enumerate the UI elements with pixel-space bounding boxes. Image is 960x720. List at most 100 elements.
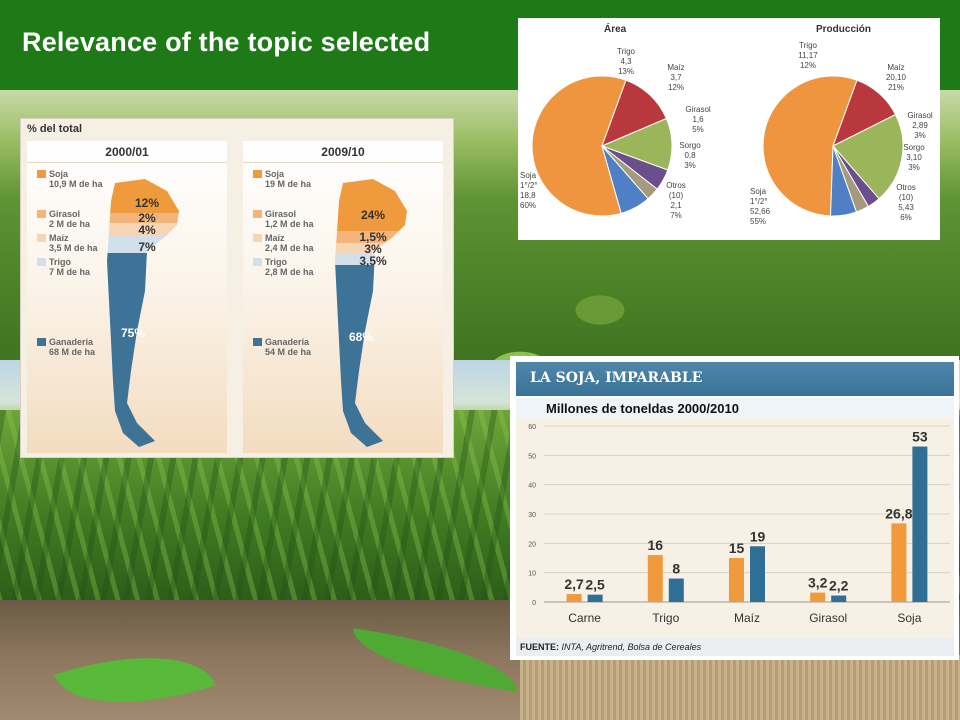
pie-label: Trigo 4,3 13%: [617, 47, 635, 76]
x-category-label: Maíz: [734, 611, 760, 625]
bar-carne-2010: [587, 594, 603, 602]
map-year-label: 2000/01: [27, 141, 227, 163]
bar-data-label: 2,7: [564, 576, 584, 592]
map-region-soja: [335, 179, 407, 231]
y-tick-label: 10: [528, 571, 536, 578]
bar-chart-panel: LA SOJA, IMPARABLE Millones de toneldas …: [510, 356, 959, 660]
x-category-label: Girasol: [809, 611, 847, 625]
map-pct-label: 3%: [364, 242, 382, 256]
bar-data-label: 2,2: [829, 578, 849, 594]
bar-maíz-2010: [750, 546, 765, 602]
source-label: FUENTE:: [520, 642, 559, 652]
argentina-map-2009: 24% 1,5% 3% 3,5% 68%: [335, 179, 407, 447]
bar-data-label: 16: [648, 537, 664, 553]
bar-data-label: 2,5: [585, 577, 605, 593]
pie-label: Soja 1°/2° 52,66 55%: [750, 187, 771, 226]
map-year-label: 2009/10: [243, 141, 443, 163]
legend-swatch: [37, 210, 46, 218]
map-pct-label: 7%: [138, 240, 156, 254]
wheat-stubble-photo: [520, 655, 960, 720]
y-tick-label: 30: [528, 512, 536, 519]
map-region-ganaderia: [335, 265, 407, 447]
legend-text: Soja 19 M de ha: [265, 169, 312, 189]
bar-trigo-2000: [647, 555, 663, 602]
bar-trigo-2010: [668, 578, 684, 602]
legend-swatch: [253, 170, 262, 178]
map-pct-label: 12%: [135, 196, 159, 210]
x-category-label: Soja: [897, 611, 921, 625]
map-pct-label: 4%: [138, 223, 156, 237]
pie-slice-maíz: [832, 113, 904, 200]
legend-swatch: [37, 258, 46, 266]
pie-label: Otros (10) 2,1 7%: [666, 181, 686, 220]
source-strip: [516, 638, 954, 656]
legend-text: Trigo 2,8 M de ha: [265, 257, 314, 277]
y-tick-label: 0: [532, 600, 536, 607]
pie-label: Girasol 2,89 3%: [907, 111, 933, 140]
pie-slice-otros: [829, 145, 858, 217]
legend-text: Maíz 2,4 M de ha: [265, 233, 314, 253]
map-region-girasol: [107, 213, 179, 223]
map-pct-label: 75%: [121, 326, 145, 340]
map-region-maiz: [107, 223, 179, 235]
bar-chart-header: LA SOJA, IMPARABLE: [516, 362, 954, 396]
bar-chart-header-text: LA SOJA, IMPARABLE: [530, 370, 703, 386]
legend-swatch: [253, 338, 262, 346]
x-category-label: Carne: [568, 611, 601, 625]
argentina-map-2000: 12% 2% 4% 7% 75%: [107, 179, 179, 447]
pie-slice-soja: [531, 75, 627, 217]
bar-chart-source: FUENTE: INTA, Agritrend, Bolsa de Cereal…: [520, 642, 701, 652]
legend-text: Maíz 3,5 M de ha: [49, 233, 98, 253]
pie-label: Maíz 20,10 21%: [886, 63, 907, 92]
map-pct-label: 3,5%: [359, 254, 387, 268]
map-pct-label: 24%: [361, 208, 385, 222]
title-bar-edge: [943, 0, 960, 90]
pie-label: Sorgo 3,10 3%: [903, 143, 925, 172]
y-tick-label: 50: [528, 453, 536, 460]
map-pct-label: 68%: [349, 330, 373, 344]
pie-label: Otros (10) 5,43 6%: [896, 183, 916, 222]
map-region-ganaderia: [107, 253, 179, 447]
pie-slice-trigo: [601, 79, 668, 147]
legend-swatch: [253, 234, 262, 242]
map-region-girasol: [335, 231, 407, 243]
bar-data-label: 8: [672, 561, 680, 577]
x-category-label: Trigo: [652, 611, 679, 625]
bar-data-label: 53: [912, 429, 928, 445]
legend-swatch: [37, 170, 46, 178]
bar-chart: 0 10 20 30 40 50 60 Carne 2,7 2,5 Trigo 16 8 Maíz 15 19…: [528, 424, 950, 625]
legend-swatch: [253, 258, 262, 266]
bar-data-label: 3,2: [808, 575, 828, 591]
legend-text: Soja 10,9 M de ha: [49, 169, 103, 189]
map-header: % del total: [27, 123, 83, 135]
map-column-2009: 2009/10 Soja 19 M de ha Girasol 1,2 M de ha…: [243, 141, 443, 453]
pie-charts-panel: Área Soja 1°/2° 18,8 60% Trigo 4,3 13% Maíz 3,7 12…: [518, 18, 940, 240]
bar-soja-2000: [891, 523, 907, 602]
legend-swatch: [37, 338, 46, 346]
legend-swatch: [253, 210, 262, 218]
bar-girasol-2000: [810, 592, 826, 602]
source-text: INTA, Agritrend, Bolsa de Cereales: [561, 642, 702, 652]
pie-title: Producción: [816, 24, 871, 35]
legend-text: Girasol 2 M de ha: [49, 209, 91, 229]
pie-slice-otros: [601, 145, 649, 214]
bar-data-label: 26,8: [885, 505, 912, 521]
legend-text: Ganadería 68 M de ha: [49, 337, 96, 357]
legend-swatch: [37, 234, 46, 242]
pie-title: Área: [604, 22, 627, 35]
bar-data-label: 19: [750, 528, 766, 544]
pie-slice-soja: [762, 75, 858, 217]
bar-girasol-2010: [831, 595, 847, 602]
pie-label: Maíz 3,7 12%: [667, 63, 684, 92]
slide-title: Relevance of the topic selected: [22, 27, 431, 57]
y-tick-label: 60: [528, 424, 536, 431]
map-pct-label: 1,5%: [359, 230, 387, 244]
pie-label: Soja 1°/2° 18,8 60%: [520, 171, 538, 210]
legend-text: Girasol 1,2 M de ha: [265, 209, 314, 229]
y-tick-label: 20: [528, 541, 536, 548]
argentina-land-use-maps: % del total 2000/01 Soja 10,9 M de ha Gira…: [20, 118, 454, 458]
bar-maíz-2000: [729, 558, 744, 602]
pie-label: Girasol 1,6 5%: [685, 105, 711, 134]
map-pct-label: 2%: [138, 211, 156, 225]
map-column-2000: 2000/01 Soja 10,9 M de ha Girasol 2 M de ha…: [27, 141, 227, 453]
